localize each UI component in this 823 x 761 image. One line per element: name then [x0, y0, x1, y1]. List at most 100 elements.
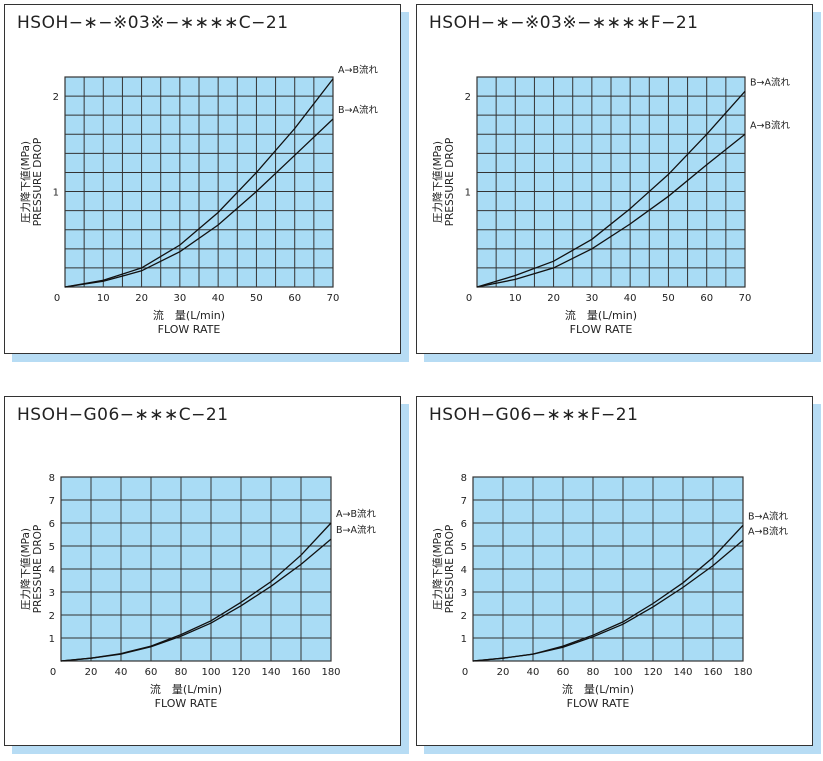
series-label: A→B流れ [748, 525, 788, 537]
x-tick-label: 100 [201, 667, 220, 678]
y-axis-label: PRESSURE DROP [444, 138, 456, 227]
x-tick-label: 140 [261, 667, 280, 678]
x-tick-label: 120 [231, 667, 250, 678]
x-axis-label: FLOW RATE [567, 697, 630, 710]
series-label: A→B流れ [336, 508, 376, 520]
x-tick-label: 180 [733, 667, 752, 678]
series-label: B→A流れ [336, 524, 376, 536]
series-line [472, 539, 744, 662]
pressure-drop-chart-3: 0 20 40 60 80 100 120 140 160 180 1 2 3 4 5 6 7 8 流 量(L/mi… [19, 473, 376, 710]
chart-panel-4: HSOH−G06−∗∗∗F−21 0 20 40 60 80 100 120 140 160 18… [416, 396, 823, 761]
chart-panel-1: HSOH−∗−※03※−∗∗∗∗C−21 0 10 20 30 40 50 60 70 1 2 流 … [4, 4, 415, 369]
x-axis-label: FLOW RATE [570, 323, 633, 336]
x-axis-label-jp: 流 量(L/min) [562, 682, 634, 696]
x-tick-label: 60 [557, 667, 570, 678]
x-tick-label: 20 [547, 293, 560, 304]
x-axis-label-jp: 流 量(L/min) [565, 308, 637, 322]
x-axis-label-jp: 流 量(L/min) [150, 682, 222, 696]
y-axis-label: PRESSURE DROP [32, 138, 44, 227]
pressure-drop-chart-1: 0 10 20 30 40 50 60 70 1 2 流 量(L/min)FLOW RATE 圧力降下… [19, 64, 378, 336]
x-tick-label: 40 [527, 667, 540, 678]
chart-card: HSOH−∗−※03※−∗∗∗∗F−21 0 10 20 30 40 50 60 70 1 2 流 … [416, 4, 813, 354]
x-tick-label: 160 [291, 667, 310, 678]
y-tick-label: 1 [465, 188, 471, 199]
x-tick-label: 40 [624, 293, 637, 304]
x-tick-label: 80 [175, 667, 188, 678]
series-label: B→A流れ [748, 510, 788, 522]
x-tick-label: 120 [643, 667, 662, 678]
y-tick-label: 6 [461, 519, 467, 530]
y-axis-label: PRESSURE DROP [32, 525, 44, 614]
series-line [64, 78, 334, 288]
y-tick-label: 7 [49, 496, 55, 507]
chart-card: HSOH−G06−∗∗∗C−21 0 20 40 60 80 100 120 140 160 18… [4, 396, 401, 746]
x-tick-label: 40 [212, 293, 225, 304]
y-tick-label: 4 [461, 565, 467, 576]
x-tick-label: 60 [145, 667, 158, 678]
series-line [476, 90, 746, 288]
y-tick-label: 1 [53, 188, 59, 199]
chart-title: HSOH−G06−∗∗∗C−21 [17, 405, 229, 425]
y-axis-label-jp: 圧力降下値(MPa) [19, 528, 32, 610]
x-tick-label: 20 [85, 667, 98, 678]
x-tick-label: 0 [50, 667, 56, 678]
x-axis-label: FLOW RATE [155, 697, 218, 710]
y-axis-label-jp: 圧力降下値(MPa) [431, 141, 444, 223]
y-tick-label: 8 [49, 473, 55, 484]
x-tick-label: 30 [585, 293, 598, 304]
y-tick-label: 3 [49, 588, 55, 599]
x-tick-label: 80 [587, 667, 600, 678]
y-tick-label: 2 [465, 92, 471, 103]
y-axis-label-jp: 圧力降下値(MPa) [431, 528, 444, 610]
x-tick-label: 60 [288, 293, 301, 304]
x-tick-label: 180 [321, 667, 340, 678]
x-tick-label: 100 [613, 667, 632, 678]
chart-title: HSOH−∗−※03※−∗∗∗∗F−21 [429, 13, 699, 33]
x-tick-label: 10 [509, 293, 522, 304]
y-tick-label: 8 [461, 473, 467, 484]
x-tick-label: 50 [662, 293, 675, 304]
x-tick-label: 20 [497, 667, 510, 678]
y-tick-label: 2 [53, 92, 59, 103]
y-tick-label: 4 [49, 565, 55, 576]
x-tick-label: 10 [97, 293, 110, 304]
y-tick-label: 2 [461, 611, 467, 622]
y-axis-label: PRESSURE DROP [444, 525, 456, 614]
y-tick-label: 6 [49, 519, 55, 530]
y-tick-label: 7 [461, 496, 467, 507]
x-tick-label: 20 [135, 293, 148, 304]
y-tick-label: 5 [49, 542, 55, 553]
series-line [64, 118, 334, 288]
y-tick-label: 1 [461, 634, 467, 645]
x-tick-label: 40 [115, 667, 128, 678]
x-tick-label: 0 [466, 293, 472, 304]
x-axis-label: FLOW RATE [158, 323, 221, 336]
x-axis-label-jp: 流 量(L/min) [153, 308, 225, 322]
chart-panel-2: HSOH−∗−※03※−∗∗∗∗F−21 0 10 20 30 40 50 60 70 1 2 流 … [416, 4, 823, 369]
series-label: B→A流れ [750, 76, 790, 88]
series-line [476, 133, 746, 288]
x-tick-label: 140 [673, 667, 692, 678]
x-tick-label: 70 [739, 293, 752, 304]
chart-title: HSOH−G06−∗∗∗F−21 [429, 405, 639, 425]
series-line [60, 538, 332, 662]
series-label: A→B流れ [338, 64, 378, 76]
chart-panel-3: HSOH−G06−∗∗∗C−21 0 20 40 60 80 100 120 140 160 18… [4, 396, 415, 761]
x-tick-label: 70 [327, 293, 340, 304]
y-tick-label: 1 [49, 634, 55, 645]
y-tick-label: 5 [461, 542, 467, 553]
y-axis-label-jp: 圧力降下値(MPa) [19, 141, 32, 223]
chart-card: HSOH−∗−※03※−∗∗∗∗C−21 0 10 20 30 40 50 60 70 1 2 流 … [4, 4, 401, 354]
chart-title: HSOH−∗−※03※−∗∗∗∗C−21 [17, 13, 289, 33]
x-tick-label: 0 [54, 293, 60, 304]
pressure-drop-chart-4: 0 20 40 60 80 100 120 140 160 180 1 2 3 4 5 6 7 8 流 量(L/mi… [431, 473, 788, 710]
chart-card: HSOH−G06−∗∗∗F−21 0 20 40 60 80 100 120 140 160 18… [416, 396, 813, 746]
y-tick-label: 2 [49, 611, 55, 622]
x-tick-label: 30 [173, 293, 186, 304]
x-tick-label: 160 [703, 667, 722, 678]
series-label: A→B流れ [750, 119, 790, 131]
x-tick-label: 60 [700, 293, 713, 304]
x-tick-label: 50 [250, 293, 263, 304]
y-tick-label: 3 [461, 588, 467, 599]
pressure-drop-chart-2: 0 10 20 30 40 50 60 70 1 2 流 量(L/min)FLOW RATE 圧力降下… [431, 76, 790, 336]
